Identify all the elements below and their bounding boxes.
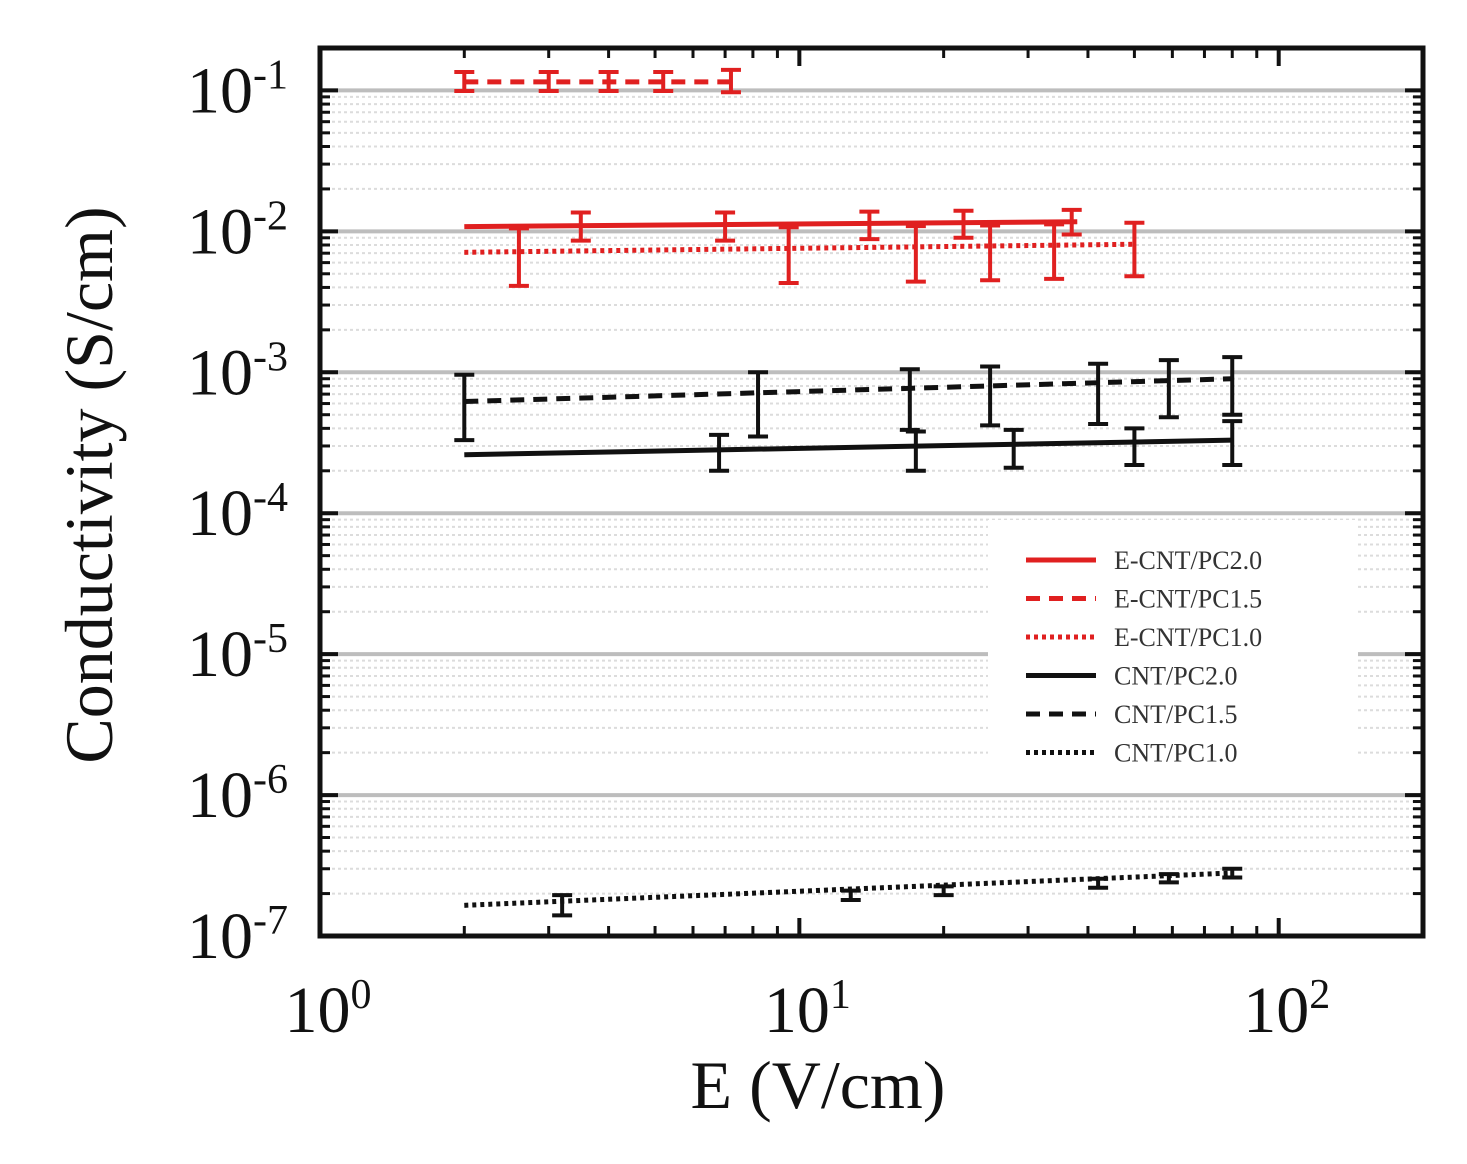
- legend-label: CNT/PC1.5: [1114, 700, 1238, 729]
- legend-label: CNT/PC2.0: [1114, 662, 1238, 691]
- series-e-cnt-pc2-0: [464, 207, 1082, 243]
- error-bar: [1044, 222, 1065, 281]
- y-tick-label: 10-7: [187, 898, 288, 973]
- error-bar: [1061, 207, 1082, 237]
- grid-lines: [320, 47, 1423, 938]
- y-tick-label: 10-1: [187, 52, 288, 127]
- error-bar: [454, 70, 475, 94]
- error-bar: [899, 367, 920, 432]
- error-bar: [933, 884, 954, 898]
- series-e-cnt-pc1-5: [454, 67, 741, 95]
- error-bar: [598, 70, 619, 94]
- error-bar: [778, 225, 799, 286]
- series-cnt-pc2-0: [464, 419, 1243, 473]
- series-line: [464, 437, 1233, 458]
- error-bar: [748, 370, 769, 439]
- error-bar: [1003, 427, 1024, 470]
- error-bar: [715, 210, 736, 243]
- error-bar: [1158, 358, 1179, 420]
- error-bar: [1088, 361, 1109, 426]
- error-bar: [1158, 872, 1179, 885]
- error-bar: [1222, 419, 1243, 467]
- error-bar: [859, 209, 880, 242]
- error-bar: [709, 432, 730, 473]
- error-bar: [570, 210, 591, 243]
- error-bar: [454, 372, 475, 443]
- error-bar: [905, 429, 926, 473]
- series-line: [464, 376, 1233, 405]
- legend: E-CNT/PC2.0 E-CNT/PC1.5 E-CNT/PC1.0 CNT/PC2…: [988, 520, 1358, 782]
- y-tick-label: 10-5: [187, 616, 288, 691]
- error-bar: [653, 70, 674, 94]
- x-tick-label: 102: [1243, 972, 1330, 1047]
- series-layer: [454, 67, 1243, 918]
- error-bar: [840, 888, 861, 903]
- legend-label: E-CNT/PC1.0: [1114, 623, 1262, 652]
- error-bar: [905, 224, 926, 284]
- error-bar: [1124, 426, 1145, 467]
- legend-label: E-CNT/PC1.5: [1114, 585, 1262, 614]
- plot-frame: [317, 45, 1426, 939]
- error-bar: [980, 223, 1001, 283]
- error-bar: [720, 67, 741, 95]
- y-tick-label: 10-3: [187, 334, 288, 409]
- error-bar: [552, 893, 573, 918]
- y-tick-label: 10-2: [187, 193, 288, 268]
- series-cnt-pc1-0: [464, 866, 1243, 918]
- x-tick-label: 100: [285, 972, 372, 1047]
- x-axis-label: E (V/cm): [691, 1047, 946, 1123]
- legend-box: [988, 520, 1358, 782]
- x-tick-label: 101: [764, 972, 851, 1047]
- series-cnt-pc1-5: [454, 355, 1243, 443]
- error-bar: [1124, 220, 1145, 279]
- series-line: [464, 219, 1078, 230]
- y-tick-label: 10-6: [187, 757, 288, 832]
- y-tick-label: 10-4: [187, 475, 288, 550]
- axes: 100 101 102 10-1 10-2 10-3 10-4 10-5 10-6 10-7: [187, 46, 1425, 1047]
- legend-label: CNT/PC1.0: [1114, 739, 1238, 768]
- series-line: [464, 241, 1135, 255]
- error-bar: [538, 70, 559, 94]
- error-bar: [1088, 876, 1109, 890]
- error-bar: [953, 208, 974, 240]
- error-bar: [1222, 355, 1243, 417]
- y-axis-label: Conductivity (S/cm): [51, 206, 127, 763]
- error-bar: [508, 226, 529, 288]
- error-bar: [1222, 866, 1243, 880]
- series-e-cnt-pc1-0: [464, 220, 1145, 288]
- error-bar: [980, 364, 1001, 428]
- legend-label: E-CNT/PC2.0: [1114, 546, 1262, 575]
